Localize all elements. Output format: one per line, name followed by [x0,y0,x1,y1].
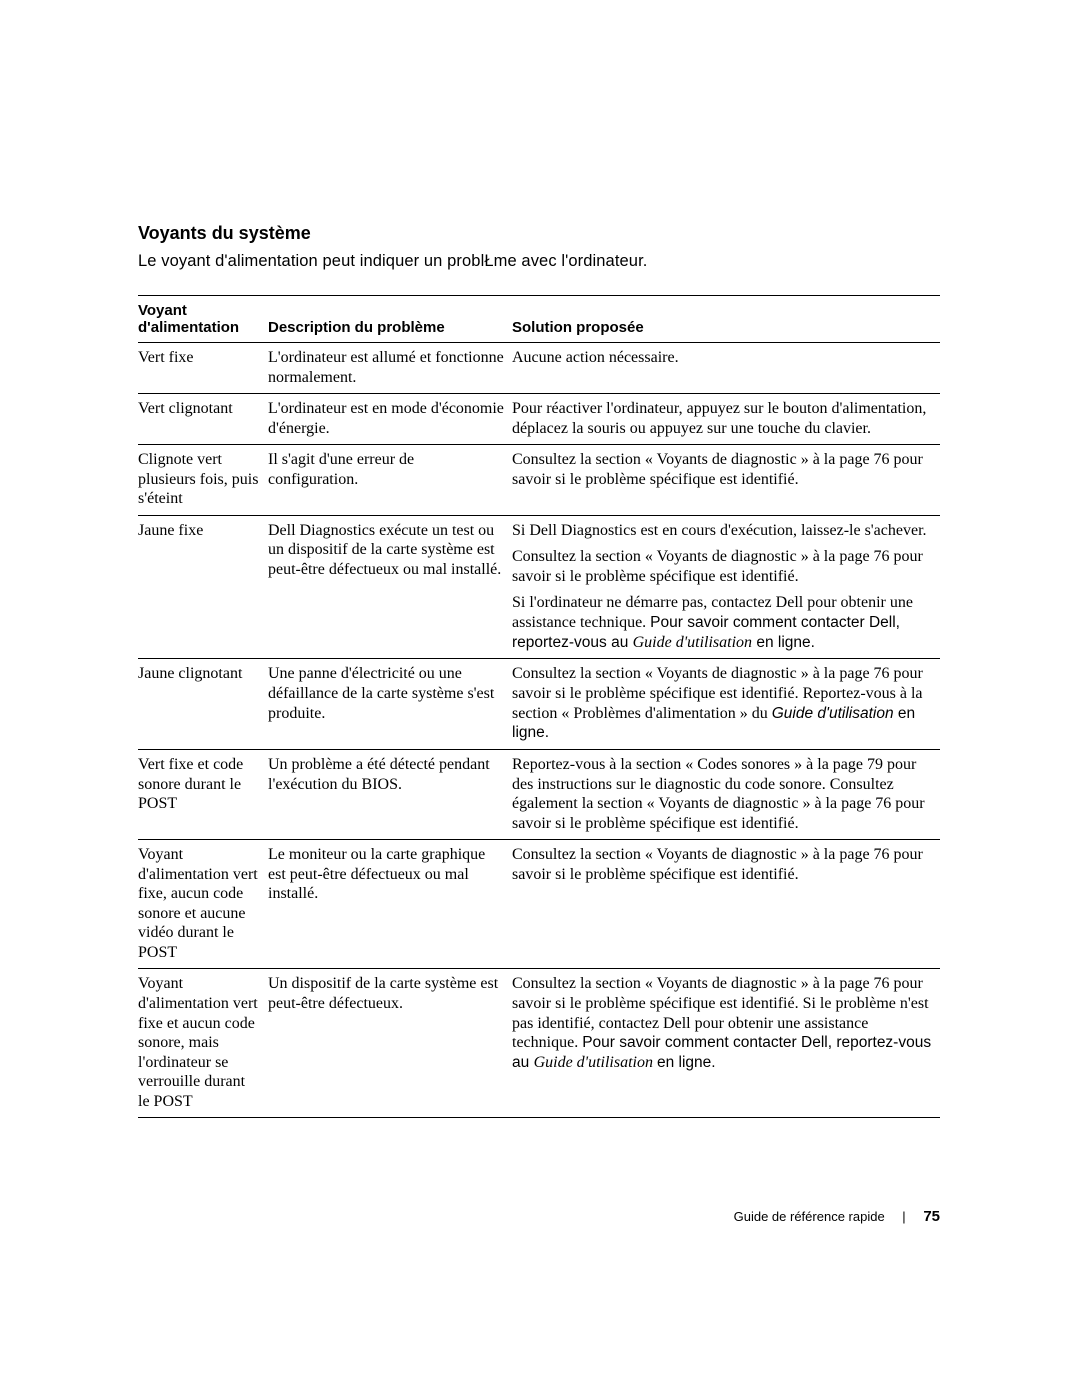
table-row: Voyant d'alimentation vert fixe, aucun c… [138,840,940,969]
cell-indicator: Vert fixe et code sonore durant le POST [138,750,268,840]
cell-description: Dell Diagnostics exécute un test ou un d… [268,515,512,659]
cell-indicator: Clignote vert plusieurs fois, puis s'éte… [138,445,268,516]
header-col1: Voyant d'alimentation [138,296,268,343]
solution-paragraph: Consultez la section « Voyants de diagno… [512,547,932,593]
cell-indicator: Voyant d'alimentation vert fixe et aucun… [138,969,268,1118]
solution-paragraph: Aucune action nécessaire. [512,348,932,368]
footer-doc-title: Guide de référence rapide [734,1209,885,1224]
header-col2: Description du problème [268,296,512,343]
cell-solution: Pour réactiver l'ordinateur, appuyez sur… [512,394,940,445]
header-col3: Solution proposée [512,296,940,343]
table-row: Voyant d'alimentation vert fixe et aucun… [138,969,940,1118]
cell-description: Le moniteur ou la carte graphique est pe… [268,840,512,969]
table-row: Vert fixe et code sonore durant le POSTU… [138,750,940,840]
cell-indicator: Jaune clignotant [138,659,268,750]
diagnostics-table: Voyant d'alimentation Description du pro… [138,295,940,1118]
solution-paragraph: Pour réactiver l'ordinateur, appuyez sur… [512,399,932,438]
section-heading: Voyants du système [138,223,940,244]
footer-separator: | [902,1209,905,1224]
document-page: Voyants du système Le voyant d'alimentat… [138,223,940,1118]
table-row: Clignote vert plusieurs fois, puis s'éte… [138,445,940,516]
cell-description: Un problème a été détecté pendant l'exéc… [268,750,512,840]
solution-paragraph: Consultez la section « Voyants de diagno… [512,450,932,489]
cell-description: Il s'agit d'une erreur de configuration. [268,445,512,516]
table-row: Jaune fixeDell Diagnostics exécute un te… [138,515,940,659]
solution-paragraph: Consultez la section « Voyants de diagno… [512,974,932,1072]
cell-description: L'ordinateur est allumé et fonctionne no… [268,343,512,394]
solution-paragraph: Reportez-vous à la section « Codes sonor… [512,755,932,833]
solution-paragraph: Consultez la section « Voyants de diagno… [512,664,932,743]
solution-paragraph: Consultez la section « Voyants de diagno… [512,845,932,884]
cell-solution: Consultez la section « Voyants de diagno… [512,659,940,750]
table-body: Vert fixeL'ordinateur est allumé et fonc… [138,343,940,1118]
cell-description: L'ordinateur est en mode d'économie d'én… [268,394,512,445]
solution-paragraph: Si l'ordinateur ne démarre pas, contacte… [512,593,932,652]
table-row: Vert fixeL'ordinateur est allumé et fonc… [138,343,940,394]
solution-paragraph: Si Dell Diagnostics est en cours d'exécu… [512,521,932,548]
table-row: Jaune clignotantUne panne d'électricité … [138,659,940,750]
cell-solution: Consultez la section « Voyants de diagno… [512,445,940,516]
cell-solution: Consultez la section « Voyants de diagno… [512,969,940,1118]
cell-indicator: Vert clignotant [138,394,268,445]
cell-solution: Si Dell Diagnostics est en cours d'exécu… [512,515,940,659]
cell-description: Un dispositif de la carte système est pe… [268,969,512,1118]
cell-description: Une panne d'électricité ou une défaillan… [268,659,512,750]
cell-indicator: Voyant d'alimentation vert fixe, aucun c… [138,840,268,969]
cell-solution: Consultez la section « Voyants de diagno… [512,840,940,969]
table-row: Vert clignotantL'ordinateur est en mode … [138,394,940,445]
intro-paragraph: Le voyant d'alimentation peut indiquer u… [138,252,940,271]
cell-indicator: Vert fixe [138,343,268,394]
cell-solution: Aucune action nécessaire. [512,343,940,394]
cell-solution: Reportez-vous à la section « Codes sonor… [512,750,940,840]
cell-indicator: Jaune fixe [138,515,268,659]
footer-page-number: 75 [923,1208,940,1225]
page-footer: Guide de référence rapide | 75 [734,1208,940,1225]
table-header-row: Voyant d'alimentation Description du pro… [138,296,940,343]
